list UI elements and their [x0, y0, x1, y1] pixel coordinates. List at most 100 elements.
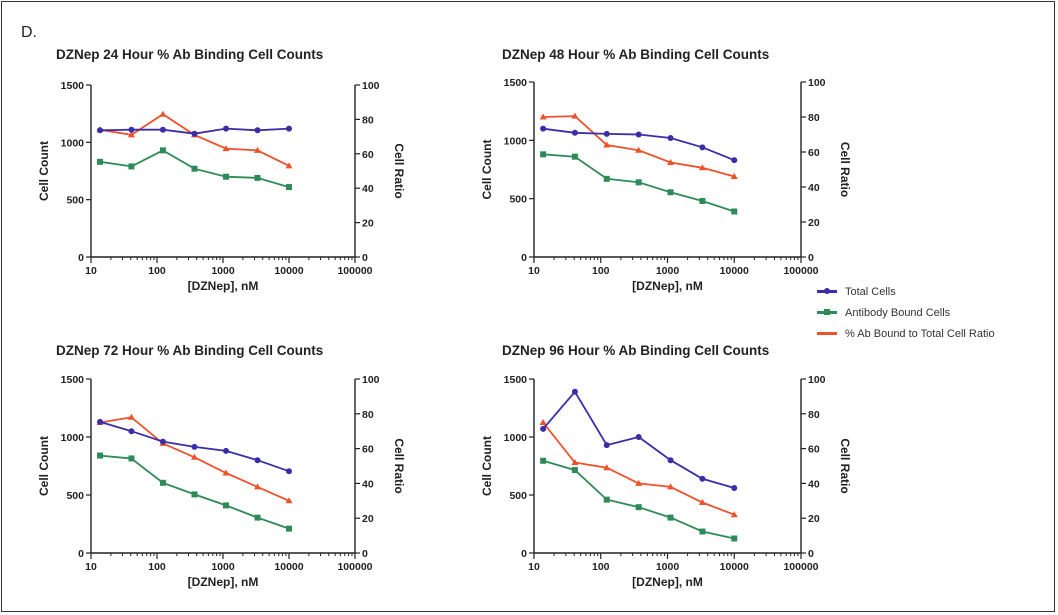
data-point: [699, 198, 706, 204]
data-point: [667, 159, 675, 165]
series-line-2: [99, 113, 290, 167]
data-point: [191, 130, 198, 137]
x-tick-label: 100: [592, 265, 610, 277]
data-point: [730, 511, 738, 518]
x-tick-label: 10: [528, 561, 540, 573]
y-axis-label-left: Cell Count: [37, 141, 51, 201]
panel-label: D.: [21, 24, 37, 41]
y-tick-label-right: 0: [362, 548, 368, 560]
legend-label: Antibody Bound Cells: [845, 306, 951, 319]
data-point: [730, 173, 738, 179]
data-point: [731, 157, 738, 164]
x-tick-label: 100: [148, 561, 166, 573]
data-point: [285, 162, 293, 169]
data-point: [635, 479, 643, 486]
data-point: [571, 388, 578, 395]
data-point: [699, 475, 706, 482]
y-tick-label-right: 0: [808, 548, 814, 560]
y-tick-label-right: 60: [362, 149, 374, 161]
data-point: [128, 428, 135, 435]
series-line-2: [543, 115, 735, 178]
y-tick-label-right: 60: [362, 444, 374, 456]
x-tick-label: 100000: [783, 265, 818, 277]
chart-panel-4: DZNep 96 Hour % Ab Binding Cell Counts 0 5…: [480, 343, 852, 589]
data-point: [635, 131, 642, 138]
data-point: [667, 483, 675, 490]
data-point: [635, 146, 643, 153]
x-tick-label: 10: [528, 265, 540, 277]
x-axis-label: [DZNep], nM: [188, 575, 259, 589]
y-tick-label-left: 0: [78, 252, 84, 264]
chart-panel-1: DZNep 24 Hour % Ab Binding Cell Counts 0 5…: [37, 47, 406, 293]
data-point: [603, 175, 610, 182]
y-tick-label-right: 40: [362, 183, 374, 195]
data-point: [191, 443, 198, 450]
data-point: [127, 131, 135, 138]
legend-item-antibody-bound: Antibody Bound Cells: [817, 302, 995, 323]
chart-title: DZNep 96 Hour % Ab Binding Cell Counts: [502, 343, 769, 358]
legend-label: % Ab Bound to Total Cell Ratio: [845, 327, 995, 340]
legend-label: Total Cells: [845, 285, 896, 298]
y-axis-label-right: Cell Ratio: [392, 143, 406, 198]
data-point: [128, 455, 135, 462]
y-tick-label-left: 1500: [61, 374, 85, 386]
chart-title: DZNep 72 Hour % Ab Binding Cell Counts: [56, 343, 323, 358]
series-line-1: [542, 459, 735, 540]
y-axis-label-right: Cell Ratio: [392, 438, 406, 493]
y-tick-label-right: 20: [808, 217, 820, 229]
y-tick-label-left: 1500: [504, 374, 528, 386]
y-tick-label-left: 1500: [61, 80, 85, 92]
data-point: [286, 184, 292, 191]
x-tick-label: 1000: [211, 265, 235, 277]
y-tick-label-left: 1000: [61, 137, 85, 149]
y-tick-label-right: 40: [808, 182, 820, 194]
y-tick-label-right: 80: [362, 409, 374, 421]
chart-title: DZNep 24 Hour % Ab Binding Cell Counts: [56, 47, 323, 62]
data-point: [97, 158, 104, 165]
data-point: [635, 504, 642, 511]
y-tick-label-right: 60: [808, 444, 820, 456]
data-point: [667, 514, 674, 521]
data-point: [223, 173, 230, 180]
data-point: [128, 163, 135, 170]
data-point: [254, 146, 262, 153]
x-tick-label: 100: [148, 265, 166, 277]
y-tick-label-left: 500: [66, 195, 84, 207]
data-point: [223, 502, 230, 509]
data-point: [667, 135, 674, 141]
data-point: [571, 459, 579, 466]
legend-item-total-cells: Total Cells: [817, 281, 995, 302]
y-tick-label-right: 20: [808, 513, 820, 525]
data-point: [97, 127, 104, 134]
x-tick-label: 10000: [274, 265, 303, 277]
data-point: [286, 125, 292, 132]
data-point: [603, 442, 610, 449]
x-tick-label: 10000: [274, 561, 303, 573]
y-axis-label-left: Cell Count: [480, 436, 494, 496]
y-axis-label-right: Cell Ratio: [838, 438, 852, 493]
y-tick-label-left: 500: [509, 490, 527, 502]
data-point: [603, 141, 611, 148]
data-point: [222, 145, 230, 152]
x-tick-label: 100000: [337, 561, 372, 573]
legend-item-ab-ratio: % Ab Bound to Total Cell Ratio: [817, 323, 995, 344]
data-point: [698, 499, 706, 506]
data-point: [731, 485, 738, 492]
x-tick-label: 10: [85, 265, 97, 277]
data-point: [571, 112, 579, 119]
x-axis-label: [DZNep], nM: [632, 575, 703, 589]
y-tick-label-right: 40: [362, 478, 374, 490]
y-tick-label-left: 1000: [504, 135, 528, 147]
x-tick-label: 100000: [783, 561, 818, 573]
x-tick-label: 100: [592, 561, 610, 573]
x-tick-label: 10000: [720, 265, 749, 277]
data-point: [667, 189, 674, 196]
y-tick-label-right: 60: [808, 147, 820, 159]
legend-swatch-antibody-bound: [817, 309, 837, 315]
data-point: [128, 126, 135, 133]
data-point: [286, 468, 292, 475]
x-tick-label: 1000: [656, 265, 680, 277]
data-point: [191, 165, 198, 172]
